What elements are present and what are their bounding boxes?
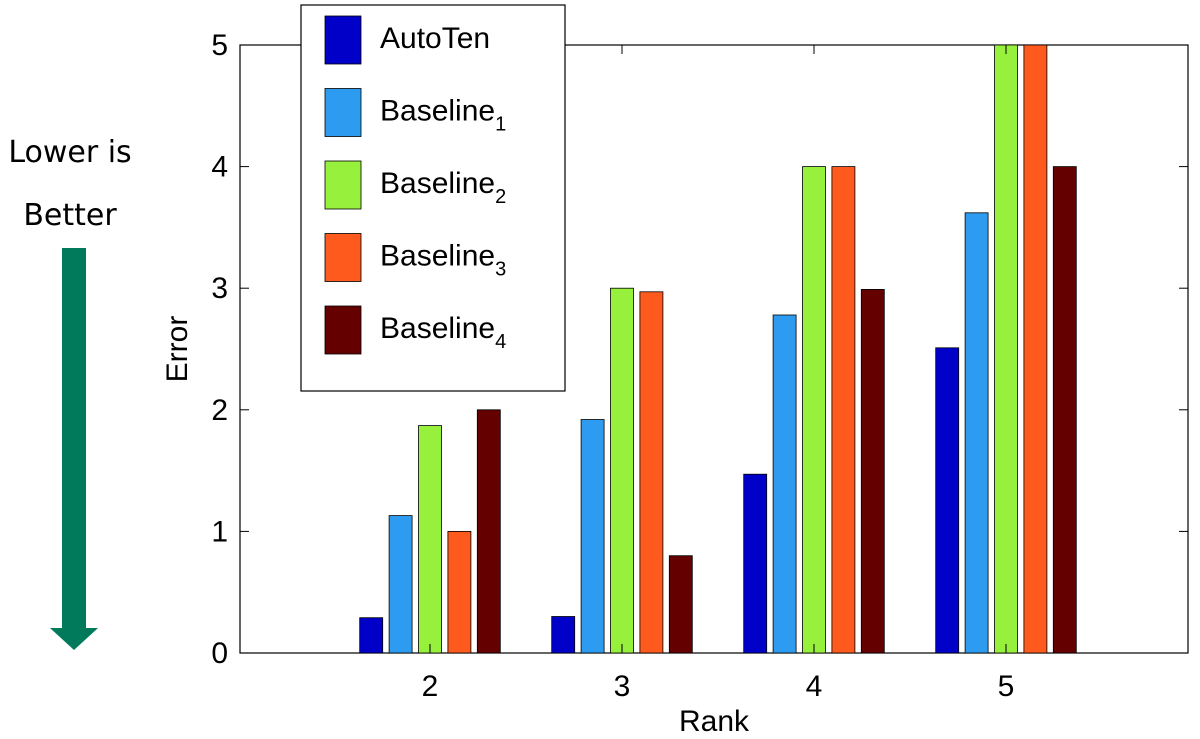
bar-autoten-rank-3: [551, 616, 576, 654]
bar-baseline4-rank-4: [860, 288, 885, 654]
y-axis-label: Error: [161, 316, 194, 383]
bar-baseline3-rank-2: [447, 531, 472, 654]
bar-baseline4-rank-3: [668, 555, 693, 654]
bar-baseline2-rank-3: [610, 287, 634, 654]
legend-label-baseline3: Baseline3: [380, 240, 506, 281]
y-tick-label: 0: [211, 637, 228, 670]
x-axis: 2 3 4 5: [422, 45, 1015, 703]
lower-is-better-note: Lower is Better: [8, 135, 132, 650]
down-arrow-icon: [50, 248, 98, 650]
y-tick-label: 1: [211, 515, 228, 548]
legend: AutoTen Baseline1 Baseline2 Baseline3 Baseli…: [300, 4, 566, 392]
bar-baseline1-rank-3: [580, 419, 605, 654]
x-axis-label: Rank: [679, 705, 750, 738]
legend-swatch-baseline3: [324, 233, 362, 282]
bar-autoten-rank-2: [359, 617, 384, 654]
y-tick-label: 4: [211, 151, 228, 184]
legend-label-autoten: AutoTen: [380, 22, 490, 55]
y-tick-label: 5: [211, 29, 228, 62]
bar-autoten-rank-5: [935, 347, 960, 654]
y-tick-label: 3: [211, 272, 228, 305]
bar-autoten-rank-4: [743, 473, 768, 654]
bar-baseline3-rank-5: [1023, 44, 1048, 654]
bar-baseline2-rank-4: [802, 166, 826, 654]
legend-label-baseline2: Baseline2: [380, 167, 506, 208]
bar-baseline3-rank-3: [639, 291, 664, 654]
y-tick-label: 2: [211, 394, 228, 427]
bar-baseline1-rank-4: [772, 314, 797, 654]
legend-swatch-baseline2: [324, 160, 362, 210]
bar-baseline4-rank-5: [1052, 166, 1077, 654]
legend-swatch-autoten: [324, 15, 362, 65]
bars-layer: [359, 44, 1077, 654]
note-line-1: Lower is: [8, 135, 131, 170]
bar-baseline1-rank-2: [388, 515, 413, 654]
bar-baseline2-rank-2: [418, 425, 442, 654]
legend-label-baseline1: Baseline1: [380, 95, 506, 136]
x-tick-label: 2: [422, 670, 439, 703]
x-tick-label: 4: [806, 670, 823, 703]
bar-baseline4-rank-2: [476, 409, 501, 654]
y-axis: 0 1 2 3 4 5: [211, 29, 1188, 670]
legend-label-baseline4: Baseline4: [380, 312, 506, 353]
bar-baseline3-rank-4: [831, 166, 856, 654]
bar-baseline2-rank-5: [994, 44, 1018, 654]
legend-swatch-baseline1: [324, 88, 362, 137]
bar-baseline1-rank-5: [964, 212, 989, 654]
legend-swatch-baseline4: [324, 305, 362, 355]
x-tick-label: 3: [614, 670, 631, 703]
note-line-2: Better: [23, 198, 117, 233]
x-tick-label: 5: [998, 670, 1015, 703]
